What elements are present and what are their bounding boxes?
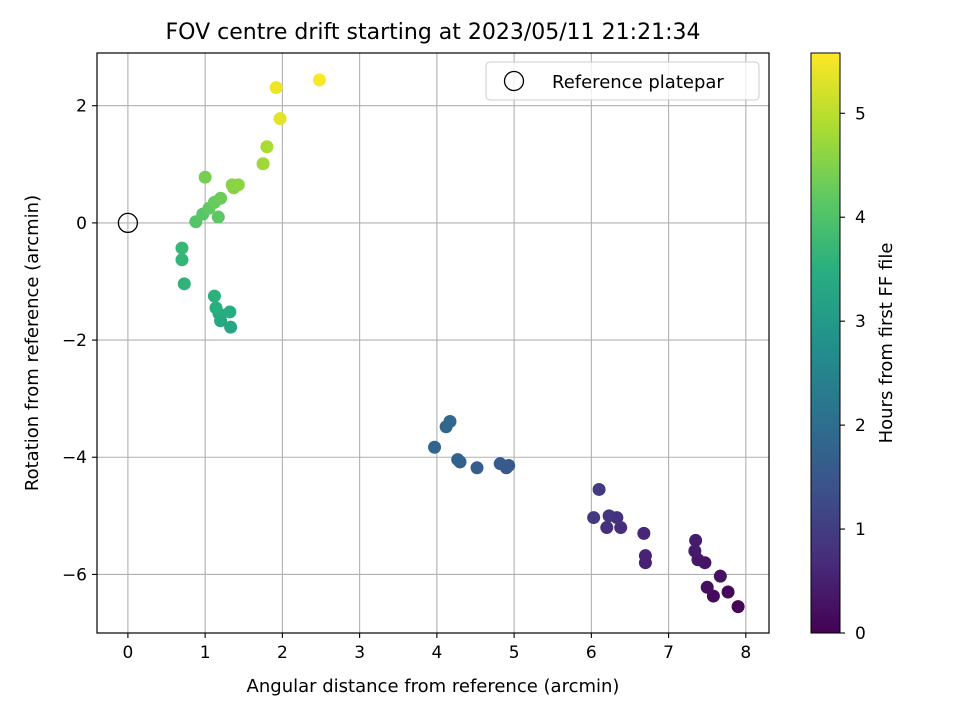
scatter-point — [602, 509, 616, 523]
colorbar-tick-label: 2 — [855, 416, 866, 436]
x-tick-label: 3 — [354, 643, 365, 663]
y-axis-label: Rotation from reference (arcmin) — [22, 195, 43, 491]
scatter-point — [443, 415, 457, 429]
scatter-point — [713, 569, 727, 583]
colorbar-tick-label: 4 — [855, 208, 866, 228]
scatter-point — [470, 461, 484, 475]
scatter-point — [600, 521, 614, 535]
scatter-point — [177, 277, 191, 291]
y-tick-label: 2 — [76, 97, 87, 117]
colorbar-tick-label: 3 — [855, 312, 866, 332]
scatter-point — [614, 521, 628, 535]
x-tick-label: 5 — [509, 643, 520, 663]
y-tick-label: −6 — [62, 565, 87, 585]
scatter-point — [493, 457, 507, 471]
y-tick-label: −4 — [62, 448, 87, 468]
scatter-point — [428, 440, 442, 454]
scatter-point — [231, 178, 245, 192]
scatter-point — [224, 320, 238, 334]
axis-ticks: 0 1 2 3 4 5 6 7 8 2 0 −2 −4 −6 — [62, 97, 751, 663]
chart-title: FOV centre drift starting at 2023/05/11 … — [166, 20, 701, 45]
colorbar-label: Hours from first FF file — [876, 243, 897, 444]
scatter-point — [209, 301, 223, 315]
legend-reference-marker — [503, 70, 525, 92]
scatter-point — [721, 585, 735, 599]
scatter-point — [256, 157, 270, 171]
legend: Reference platepar — [485, 61, 760, 101]
x-tick-label: 7 — [663, 643, 674, 663]
scatter-point — [688, 544, 702, 558]
scatter-point — [592, 482, 606, 496]
x-tick-label: 4 — [431, 643, 442, 663]
x-tick-label: 0 — [122, 643, 133, 663]
data-points — [117, 73, 745, 614]
x-tick-label: 2 — [277, 643, 288, 663]
x-tick-label: 8 — [740, 643, 751, 663]
scatter-point — [273, 112, 287, 126]
scatter-point — [637, 526, 651, 540]
plot-frame — [96, 52, 770, 634]
scatter-point — [451, 453, 465, 467]
colorbar-gradient — [810, 52, 841, 634]
colorbar-tick-label: 5 — [855, 104, 866, 124]
x-tick-label: 1 — [200, 643, 211, 663]
scatter-point — [260, 140, 274, 154]
x-axis-label: Angular distance from reference (arcmin) — [247, 676, 620, 697]
scatter-point — [214, 191, 228, 205]
scatter-point — [312, 73, 326, 87]
x-tick-label: 6 — [586, 643, 597, 663]
scatter-point — [207, 289, 221, 303]
colorbar: 0 1 2 3 4 5 Hours from first FF file — [810, 52, 897, 644]
scatter-point — [175, 241, 189, 255]
legend-reference-label: Reference platepar — [552, 72, 724, 93]
colorbar-tick-label: 0 — [855, 624, 866, 644]
scatter-point — [175, 253, 189, 267]
y-tick-label: −2 — [62, 331, 87, 351]
legend-box — [485, 61, 760, 101]
scatter-point — [211, 210, 225, 224]
scatter-point — [731, 600, 745, 614]
scatter-point — [700, 580, 714, 594]
scatter-point — [269, 81, 283, 95]
scatter-point — [198, 170, 212, 184]
y-tick-label: 0 — [76, 214, 87, 234]
grid — [97, 53, 769, 633]
colorbar-ticks: 0 1 2 3 4 5 — [840, 104, 866, 644]
colorbar-tick-label: 1 — [855, 520, 866, 540]
reference-platepar-marker — [117, 212, 139, 234]
scatter-point — [638, 549, 652, 563]
scatter-point — [689, 533, 703, 547]
scatter-point — [223, 305, 237, 319]
scatter-point — [587, 511, 601, 525]
